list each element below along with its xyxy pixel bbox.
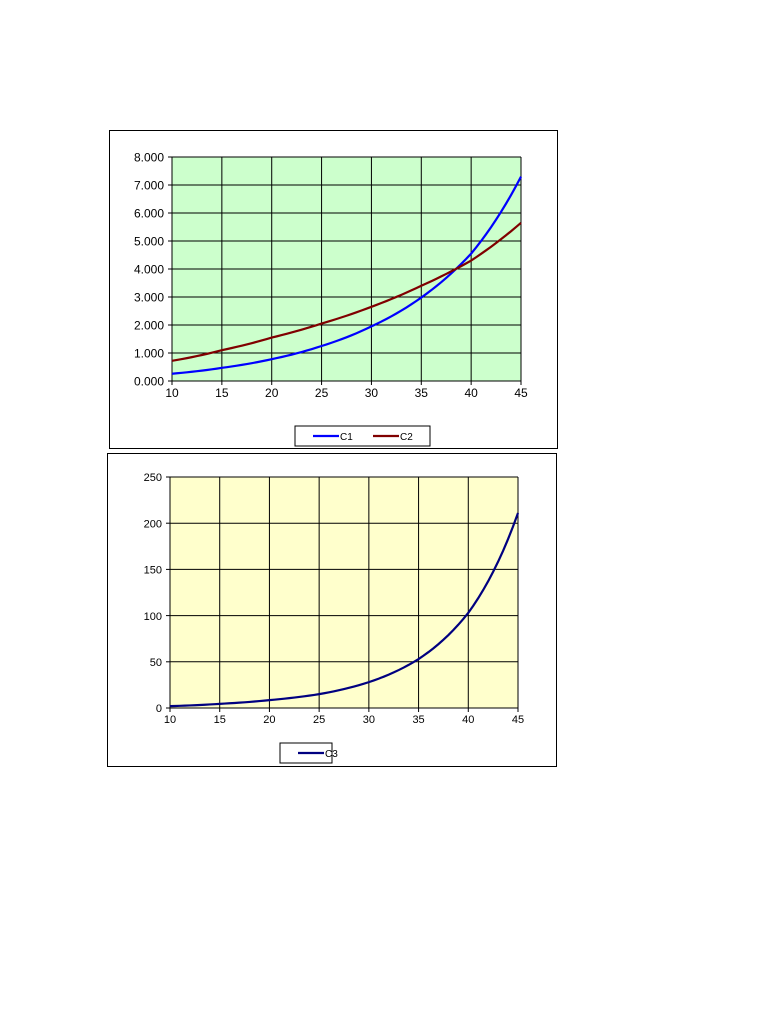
legend-box	[294, 425, 431, 447]
x-tick-label: 40	[464, 386, 478, 400]
y-tick-label: 8.000	[134, 151, 164, 165]
x-tick-label: 15	[214, 714, 226, 726]
chart-1-frame: 10 15 20 25 30 35 40 45 0.000 1.000 2.000 3.000 4.00…	[109, 130, 558, 449]
x-tick-label: 45	[512, 714, 524, 726]
x-tick-label: 20	[265, 386, 279, 400]
y-tick-label: 50	[150, 657, 162, 669]
x-tick-label: 20	[263, 714, 275, 726]
y-tick-label: 0.000	[134, 375, 164, 389]
x-tick-label: 30	[365, 386, 379, 400]
y-tick-label: 2.000	[134, 319, 164, 333]
x-tick-label: 25	[313, 714, 325, 726]
plot-area	[170, 477, 518, 708]
legend-label-c1: C1	[340, 432, 353, 443]
y-tick-label: 4.000	[134, 263, 164, 277]
chart-2-frame: 10 15 20 25 30 35 40 45 0 50 100 150 200 250 C3	[107, 453, 557, 767]
y-tick-label: 1.000	[134, 347, 164, 361]
x-tick-label: 45	[514, 386, 528, 400]
y-tick-label: 250	[144, 472, 162, 484]
x-tick-label: 35	[415, 386, 429, 400]
y-tick-label: 6.000	[134, 207, 164, 221]
x-tick-label: 10	[164, 714, 176, 726]
series-line-c3	[169, 512, 520, 708]
y-tick-label: 7.000	[134, 179, 164, 193]
x-tick-label: 35	[412, 714, 424, 726]
x-tick-label: 15	[215, 386, 229, 400]
legend-label-c2: C2	[400, 432, 413, 443]
x-tick-label: 30	[363, 714, 375, 726]
y-tick-label: 150	[144, 565, 162, 577]
y-tick-label: 5.000	[134, 235, 164, 249]
y-tick-label: 100	[144, 611, 162, 623]
chart-2-svg: 10 15 20 25 30 35 40 45 0 50 100 150 200 250 C3	[144, 472, 524, 764]
x-tick-label: 40	[462, 714, 474, 726]
legend-label-c3: C3	[325, 749, 338, 760]
x-tick-label: 25	[315, 386, 329, 400]
chart-1-svg: 10 15 20 25 30 35 40 45 0.000 1.000 2.000 3.000 4.00…	[134, 151, 528, 447]
y-tick-label: 3.000	[134, 291, 164, 305]
series-line-c2	[171, 221, 522, 362]
series-line-c1	[171, 176, 522, 375]
x-tick-label: 10	[165, 386, 179, 400]
legend: C3	[279, 742, 338, 764]
y-tick-label: 0	[156, 703, 162, 715]
y-tick-label: 200	[144, 518, 162, 530]
legend: C1 C2	[294, 425, 431, 447]
